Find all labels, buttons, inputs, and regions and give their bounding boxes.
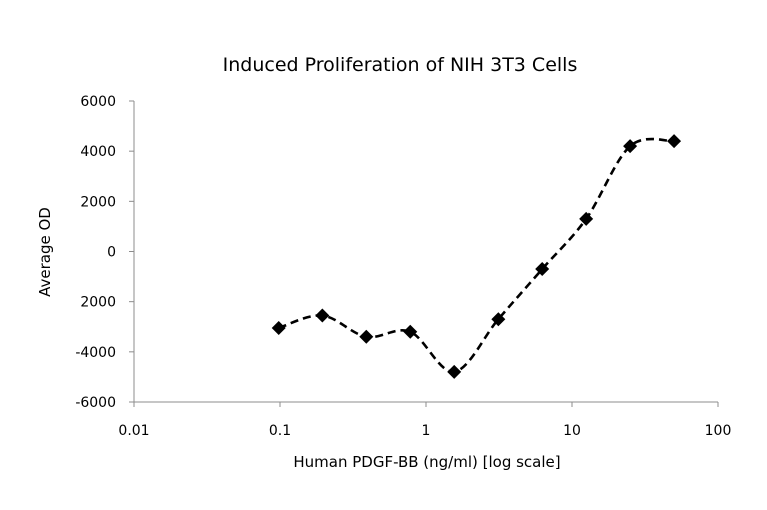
y-tick-label: 6000 <box>80 94 116 110</box>
y-tick-group: 6000 4000 2000 0 2000 -4000 -6000 <box>75 94 134 411</box>
y-tick-label: 2000 <box>80 194 116 210</box>
data-point-marker <box>623 139 638 154</box>
data-point-marker <box>579 211 594 226</box>
y-tick-label: -6000 <box>75 395 116 411</box>
x-tick-label: 0.01 <box>118 423 149 439</box>
x-tick-label: 0.1 <box>269 423 291 439</box>
x-tick-group: 0.01 0.1 1 10 100 <box>118 402 731 439</box>
x-tick-label: 1 <box>422 423 431 439</box>
data-point-marker <box>315 308 330 323</box>
series-line <box>278 137 675 374</box>
data-point-marker <box>271 321 286 336</box>
x-tick-label: 10 <box>563 423 581 439</box>
y-axis-title: Average OD <box>36 207 54 297</box>
chart-title: Induced Proliferation of NIH 3T3 Cells <box>223 54 578 76</box>
y-tick-label: 0 <box>107 245 116 261</box>
data-point-marker <box>535 262 550 277</box>
data-point-marker <box>491 312 506 327</box>
marker-group <box>271 134 682 379</box>
y-tick-label: 4000 <box>80 144 116 160</box>
data-point-marker <box>667 134 682 149</box>
x-tick-label: 100 <box>705 423 732 439</box>
data-point-marker <box>403 324 418 339</box>
y-tick-label: 2000 <box>80 295 116 311</box>
data-point-marker <box>447 364 462 379</box>
data-point-marker <box>359 329 374 344</box>
y-tick-label: -4000 <box>75 345 116 361</box>
x-axis-title: Human PDGF-BB (ng/ml) [log scale] <box>293 453 560 471</box>
